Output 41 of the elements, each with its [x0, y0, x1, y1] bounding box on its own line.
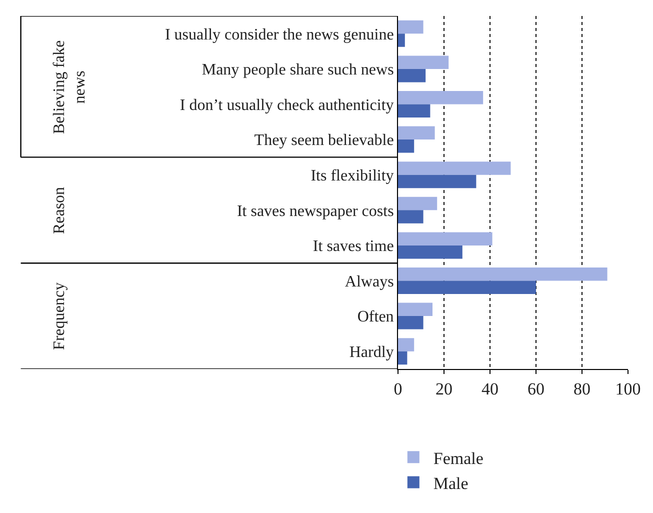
y-tick-label: Always [344, 273, 394, 290]
x-tick-label: 40 [482, 379, 498, 398]
bar [398, 210, 424, 224]
text: Believing fake news [50, 40, 89, 134]
text: Reason [50, 186, 68, 234]
bar [398, 174, 476, 188]
bar [398, 104, 430, 118]
y-tick-label: Hardly [349, 344, 394, 361]
bar [398, 34, 405, 47]
x-tick-label: 100 [615, 379, 641, 398]
y-tick-label: Often [357, 308, 394, 326]
y-tick-label: They seem believable [254, 132, 394, 150]
bar [398, 302, 432, 316]
bar [398, 126, 435, 140]
x-tick-label: 80 [574, 379, 590, 398]
legend-label: Male [433, 474, 468, 493]
y-tick-label: Its flexibility [310, 167, 394, 184]
bar [398, 351, 408, 365]
legend-label: Female [433, 448, 484, 468]
bar [398, 196, 438, 210]
y-tick-label: It saves newspaper costs [236, 202, 394, 220]
y-tick-label: I don’t usually check authenticity [180, 96, 394, 114]
text: Frequency [50, 282, 68, 350]
bar [398, 316, 424, 330]
x-tick-label: 60 [528, 379, 544, 398]
bar [398, 68, 426, 82]
bar [398, 162, 511, 175]
x-tick-label: 0 [394, 379, 402, 398]
bar [398, 338, 414, 352]
x-tick-label: 20 [436, 379, 452, 398]
y-tick-label: Many people share such news [202, 62, 394, 79]
bar [398, 268, 608, 281]
bar [398, 245, 462, 259]
bar [398, 232, 492, 246]
bar [398, 20, 424, 34]
y-tick-label: It saves time [312, 238, 394, 256]
bar [398, 140, 414, 153]
bar [398, 91, 484, 104]
bar [398, 280, 536, 294]
bar [398, 56, 449, 69]
y-tick-label: I usually consider the news genuine [164, 26, 394, 44]
